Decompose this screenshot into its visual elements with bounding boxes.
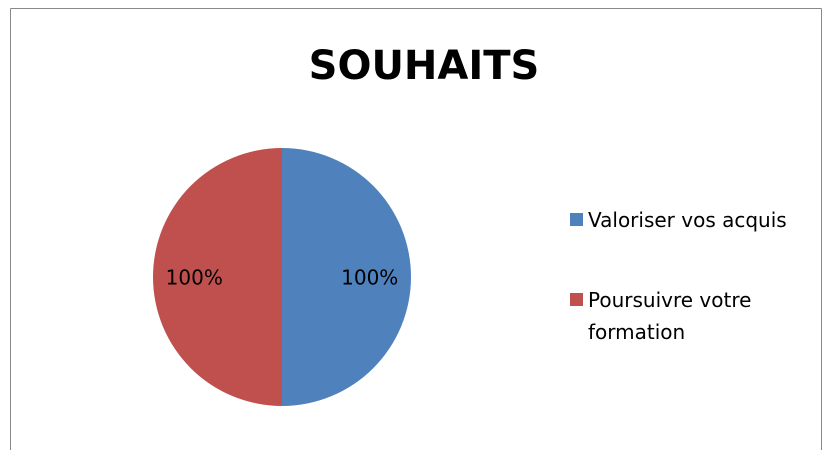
legend-swatch <box>570 213 583 226</box>
legend-label: Valoriser vos acquis <box>588 208 787 232</box>
data-label: 100% <box>166 266 223 290</box>
chart-title: SOUHAITS <box>309 43 540 89</box>
pie-slice <box>282 148 411 406</box>
legend-swatch <box>570 293 583 306</box>
pie-slice <box>153 148 282 406</box>
legend-label: Poursuivre votre formation <box>588 288 752 344</box>
data-label: 100% <box>341 266 398 290</box>
